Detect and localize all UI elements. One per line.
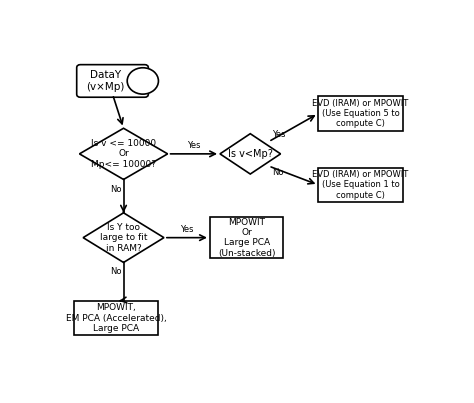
Text: Is v<Mp?: Is v<Mp? xyxy=(228,149,273,159)
Text: Yes: Yes xyxy=(187,141,201,150)
Text: MPOWIT,
EM PCA (Accelerated),
Large PCA: MPOWIT, EM PCA (Accelerated), Large PCA xyxy=(66,303,166,333)
Text: Is Y too
large to fit
in RAM?: Is Y too large to fit in RAM? xyxy=(100,223,147,253)
Circle shape xyxy=(127,68,158,94)
Text: EVD (IRAM) or MPOWIT
(Use Equation 5 to
compute C): EVD (IRAM) or MPOWIT (Use Equation 5 to … xyxy=(312,99,409,129)
Text: Yes: Yes xyxy=(180,224,194,234)
Text: No: No xyxy=(109,267,121,276)
Bar xyxy=(210,218,283,258)
Bar xyxy=(74,301,158,335)
Polygon shape xyxy=(220,134,281,174)
Text: EVD (IRAM) or MPOWIT
(Use Equation 1 to
compute C): EVD (IRAM) or MPOWIT (Use Equation 1 to … xyxy=(312,170,409,200)
Text: No: No xyxy=(272,168,283,177)
Text: No: No xyxy=(109,185,121,194)
Text: DataY
(v×Mp): DataY (v×Mp) xyxy=(86,70,124,92)
Bar xyxy=(318,168,403,202)
FancyBboxPatch shape xyxy=(77,64,148,97)
Polygon shape xyxy=(80,128,168,179)
Text: Yes: Yes xyxy=(272,130,286,139)
Bar xyxy=(318,96,403,131)
Text: MPOWIT
Or
Large PCA
(Un-stacked): MPOWIT Or Large PCA (Un-stacked) xyxy=(218,218,275,258)
Polygon shape xyxy=(83,213,164,262)
Text: Is v <= 10000
Or
Mp<= 10000?: Is v <= 10000 Or Mp<= 10000? xyxy=(91,139,156,169)
